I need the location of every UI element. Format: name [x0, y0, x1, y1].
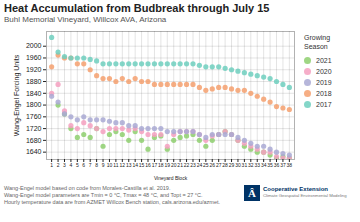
- svg-text:33: 33: [254, 162, 260, 168]
- svg-text:2000: 2000: [26, 42, 42, 49]
- html-text:2017: 2017: [316, 101, 332, 108]
- svg-text:34: 34: [261, 162, 267, 168]
- svg-text:Wang-Engel Forcing Units: Wang-Engel Forcing Units: [13, 54, 21, 136]
- svg-text:4: 4: [70, 162, 73, 168]
- svg-text:Vineyard Block: Vineyard Block: [154, 175, 188, 181]
- svg-text:1760: 1760: [26, 113, 42, 120]
- svg-text:37: 37: [280, 162, 286, 168]
- svg-text:26: 26: [209, 162, 215, 168]
- svg-text:28: 28: [222, 162, 228, 168]
- svg-text:6: 6: [82, 162, 85, 168]
- svg-text:32: 32: [248, 162, 254, 168]
- svg-text:1840: 1840: [26, 90, 42, 97]
- html-text:2021: 2021: [316, 57, 332, 64]
- svg-text:5: 5: [76, 162, 79, 168]
- svg-text:3: 3: [63, 162, 66, 168]
- svg-text:24: 24: [197, 162, 203, 168]
- html-text:2019: 2019: [316, 79, 332, 86]
- svg-text:31: 31: [242, 162, 248, 168]
- svg-text:8: 8: [95, 162, 98, 168]
- svg-text:25: 25: [203, 162, 209, 168]
- svg-text:9: 9: [102, 162, 105, 168]
- svg-text:1960: 1960: [26, 54, 42, 61]
- html-text:Hourly temperature data are fr: Hourly temperature data are from AZMET W…: [4, 198, 220, 205]
- svg-text:21: 21: [177, 162, 183, 168]
- svg-text:1: 1: [50, 162, 53, 168]
- svg-text:27: 27: [216, 162, 222, 168]
- html-text:Cooperative Extension: Cooperative Extension: [263, 186, 328, 192]
- html-text:2020: 2020: [316, 68, 332, 75]
- html-text:Buhl Memorial Vineyard, Willco: Buhl Memorial Vineyard, Willcox AVA, Ari…: [4, 15, 167, 24]
- html-text:Heat Accumulation from Budbrea: Heat Accumulation from Budbreak through …: [4, 2, 270, 14]
- svg-text:11: 11: [113, 162, 118, 168]
- html-text:Wang-Engel model parameters ar: Wang-Engel model parameters are Tmin = 0…: [4, 191, 203, 198]
- svg-text:16: 16: [145, 162, 151, 168]
- svg-text:36: 36: [274, 162, 280, 168]
- svg-text:19: 19: [165, 162, 171, 168]
- svg-text:1720: 1720: [26, 125, 42, 132]
- svg-text:1880: 1880: [26, 78, 42, 85]
- svg-text:20: 20: [171, 162, 177, 168]
- svg-text:38: 38: [287, 162, 293, 168]
- svg-text:1680: 1680: [26, 137, 42, 144]
- svg-text:30: 30: [235, 162, 241, 168]
- svg-text:2: 2: [57, 162, 60, 168]
- svg-text:18: 18: [158, 162, 164, 168]
- svg-text:12: 12: [120, 162, 126, 168]
- svg-text:35: 35: [267, 162, 273, 168]
- svg-text:15: 15: [139, 162, 145, 168]
- svg-text:1640: 1640: [26, 148, 42, 155]
- svg-text:1800: 1800: [26, 101, 42, 108]
- html-text:2018: 2018: [316, 90, 332, 97]
- svg-text:7: 7: [89, 162, 92, 168]
- svg-text:29: 29: [229, 162, 235, 168]
- svg-text:23: 23: [190, 162, 196, 168]
- html-text:Wang-Engel model based on code: Wang-Engel model based on code from Mora…: [4, 185, 171, 191]
- svg-text:22: 22: [184, 162, 190, 168]
- svg-text:10: 10: [107, 162, 113, 168]
- svg-text:14: 14: [132, 162, 138, 168]
- svg-text:13: 13: [126, 162, 132, 168]
- html-text:Â: Â: [248, 187, 256, 199]
- svg-text:17: 17: [152, 162, 158, 168]
- html-text:Climate Geospatial Environment: Climate Geospatial Environmental Modelin…: [263, 193, 347, 198]
- html-text:Growing Season: Growing Season: [304, 34, 331, 50]
- svg-text:1920: 1920: [26, 66, 42, 73]
